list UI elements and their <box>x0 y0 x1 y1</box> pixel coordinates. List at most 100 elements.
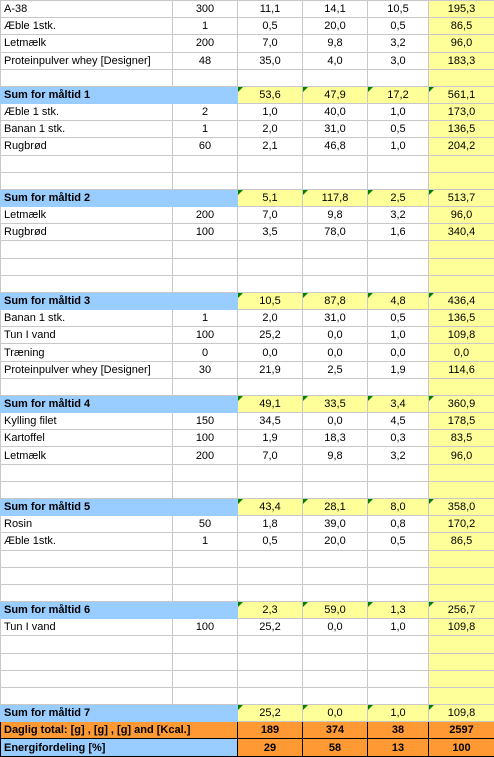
cell <box>428 240 494 259</box>
cell <box>0 635 173 654</box>
cell <box>428 669 494 688</box>
cell <box>302 240 368 259</box>
cell: 1,0 <box>367 618 429 637</box>
food-row: Banan 1 stk. 1 2,0 31,0 0,5 136,5 <box>0 120 494 139</box>
food-row: A-38 300 11,1 14,1 10,5 195,3 <box>0 0 494 19</box>
cell: 173,0 <box>428 103 494 122</box>
cell: Daglig total: [g] , [g] , [g] and [Kcal.… <box>0 721 238 740</box>
cell: 1,3 <box>367 601 429 620</box>
cell: 0,5 <box>367 17 429 36</box>
cell <box>172 68 238 87</box>
cell: 2,5 <box>367 188 429 208</box>
cell: 50 <box>172 515 238 534</box>
cell <box>367 274 429 293</box>
cell: 58 <box>302 738 368 757</box>
cell: 31,0 <box>302 120 368 139</box>
cell: 200 <box>172 34 238 53</box>
cell: 48 <box>172 51 238 70</box>
cell: 39,0 <box>302 515 368 534</box>
cell <box>428 171 494 190</box>
cell: Tun I vand <box>0 326 173 345</box>
food-row <box>0 171 494 190</box>
cell <box>172 240 238 259</box>
cell: 109,8 <box>428 704 494 723</box>
cell: 2,0 <box>237 309 303 328</box>
cell: Rugbrød <box>0 223 173 242</box>
cell: 1,0 <box>237 103 303 122</box>
cell <box>367 240 429 259</box>
cell: 5,1 <box>237 188 303 208</box>
cell: Banan 1 stk. <box>0 309 173 328</box>
cell <box>237 377 303 396</box>
cell: 1,0 <box>367 704 429 723</box>
cell <box>0 154 173 173</box>
cell <box>172 480 238 499</box>
cell: 0,0 <box>237 343 303 362</box>
food-row <box>0 686 494 706</box>
cell: Æble 1 stk. <box>0 103 173 122</box>
cell <box>172 601 238 620</box>
food-row <box>0 635 494 654</box>
cell: 13 <box>367 738 429 757</box>
cell: 3,4 <box>367 394 429 414</box>
cell <box>0 68 173 87</box>
cell <box>237 652 303 671</box>
cell: 7,0 <box>237 34 303 53</box>
cell: 4,5 <box>367 412 429 431</box>
cell: 0,5 <box>367 532 429 551</box>
cell: 87,8 <box>302 291 368 311</box>
food-row: Proteinpulver whey [Designer] 30 21,9 2,5 1,… <box>0 360 494 379</box>
cell <box>367 154 429 173</box>
cell: 0,8 <box>367 515 429 534</box>
cell <box>0 377 173 396</box>
food-row: Letmælk 200 7,0 9,8 3,2 96,0 <box>0 206 494 225</box>
cell: 200 <box>172 206 238 225</box>
cell: A-38 <box>0 0 173 19</box>
cell: Sum for måltid 4 <box>0 394 173 414</box>
cell <box>172 291 238 311</box>
cell: 96,0 <box>428 34 494 53</box>
cell: 178,5 <box>428 412 494 431</box>
cell <box>0 480 173 499</box>
cell: 0,5 <box>367 120 429 139</box>
cell: 1,0 <box>367 326 429 345</box>
cell <box>172 188 238 208</box>
cell: 189 <box>237 721 303 740</box>
cell <box>367 583 429 603</box>
sum-row: Sum for måltid 3 10,5 87,8 4,8 436,4 <box>0 291 494 311</box>
cell: Sum for måltid 2 <box>0 188 173 208</box>
cell: 1 <box>172 17 238 36</box>
cell <box>0 566 173 585</box>
cell: 200 <box>172 446 238 465</box>
cell: 0,5 <box>237 17 303 36</box>
cell <box>172 566 238 585</box>
cell: 1,9 <box>367 360 429 379</box>
cell: 33,5 <box>302 394 368 414</box>
sum-row: Sum for måltid 4 49,1 33,5 3,4 360,9 <box>0 394 494 414</box>
cell <box>0 669 173 688</box>
cell: 360,9 <box>428 394 494 414</box>
cell: 2,1 <box>237 137 303 156</box>
cell <box>428 652 494 671</box>
cell <box>172 669 238 688</box>
cell: 513,7 <box>428 188 494 208</box>
cell: 0,0 <box>302 343 368 362</box>
cell: Rosin <box>0 515 173 534</box>
food-row <box>0 583 494 603</box>
cell: 0,0 <box>302 704 368 723</box>
cell <box>172 274 238 293</box>
cell: 8,0 <box>367 497 429 517</box>
cell <box>237 463 303 482</box>
cell: Kartoffel <box>0 429 173 448</box>
cell <box>302 171 368 190</box>
food-row <box>0 68 494 87</box>
cell: 53,6 <box>237 85 303 105</box>
cell <box>367 68 429 87</box>
food-row <box>0 549 494 568</box>
cell: Sum for måltid 5 <box>0 497 173 517</box>
cell: 47,9 <box>302 85 368 105</box>
cell: 2,0 <box>237 120 303 139</box>
cell: 340,4 <box>428 223 494 242</box>
cell: 10,5 <box>367 0 429 19</box>
cell: 1,6 <box>367 223 429 242</box>
